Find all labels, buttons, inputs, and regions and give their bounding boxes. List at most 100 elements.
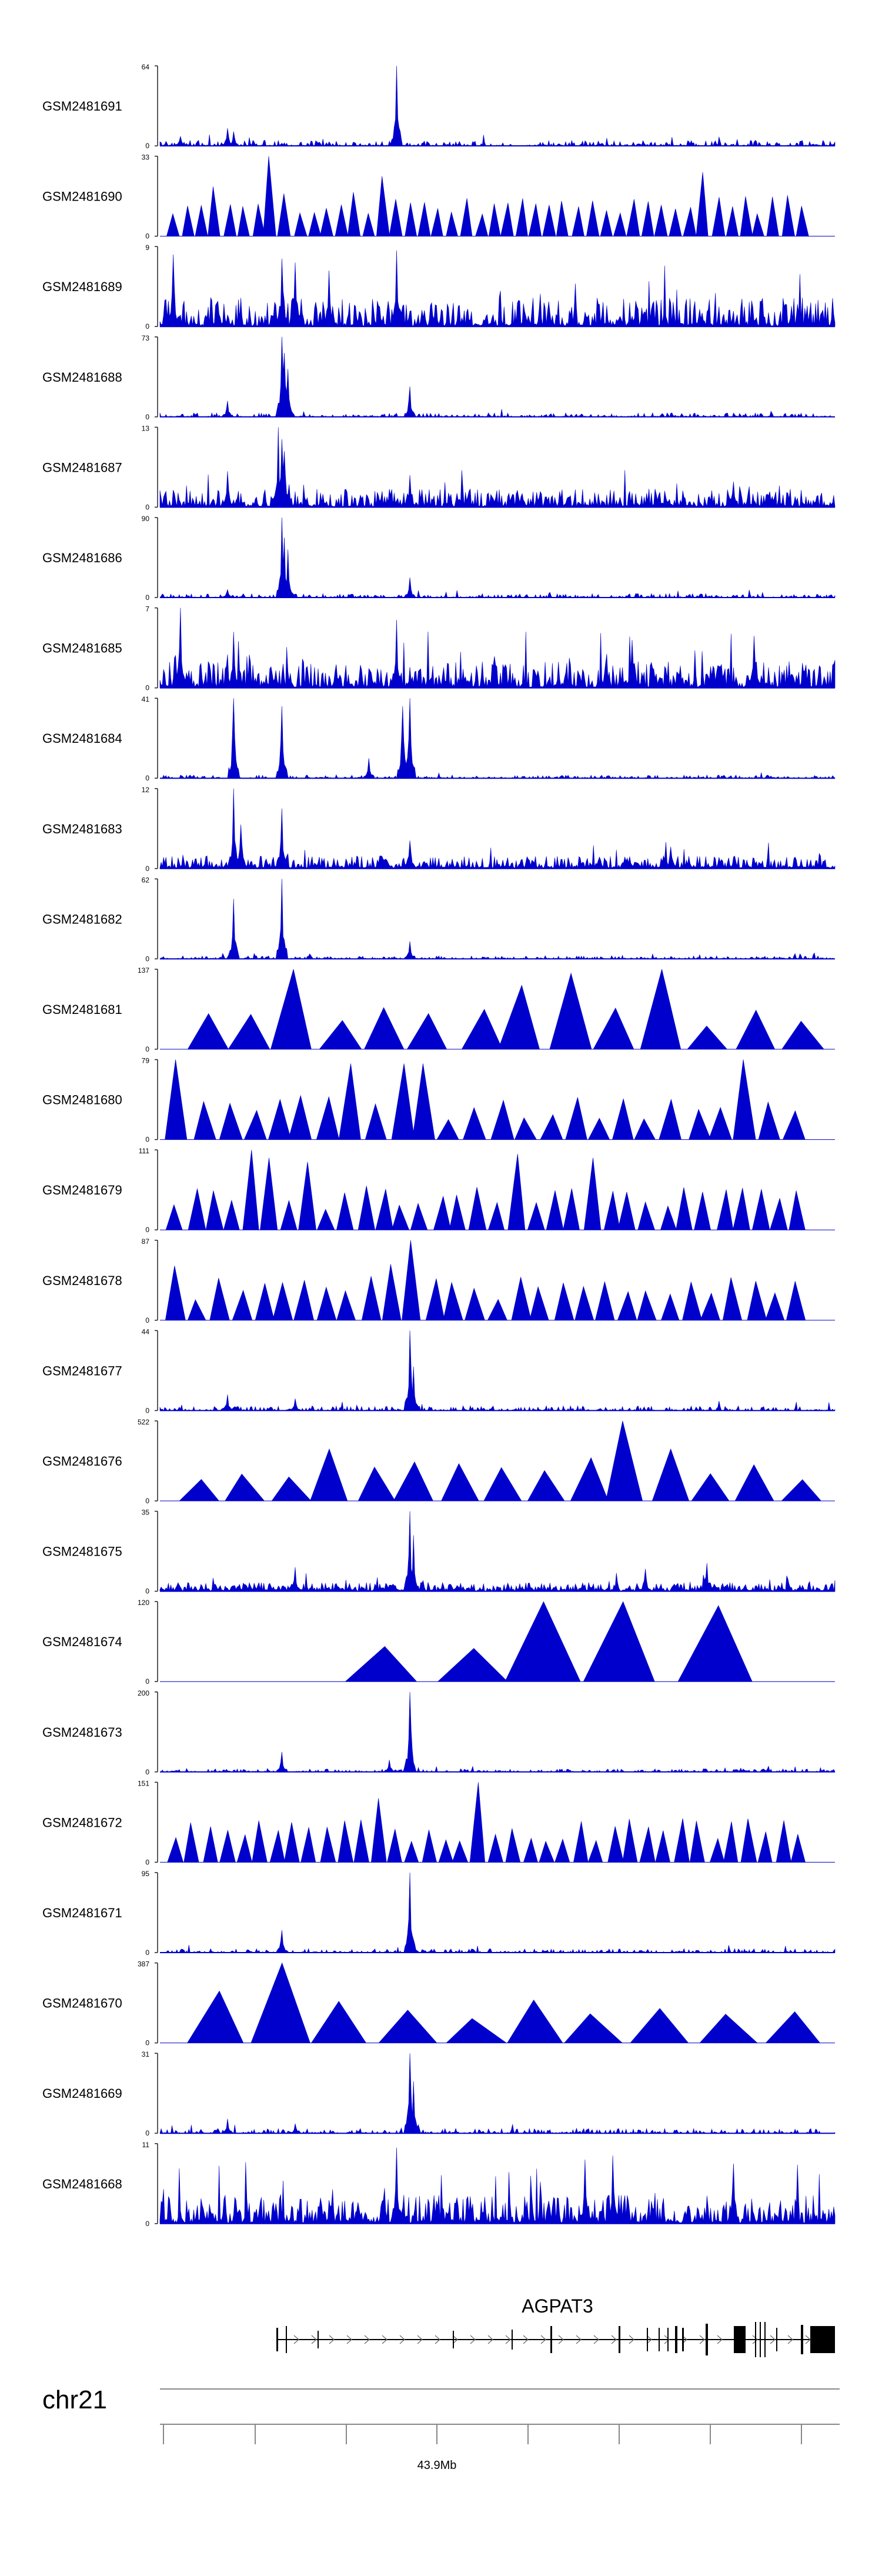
track-ymax-label: 12 [142,786,150,794]
track-GSM2481680: GSM2481680 79 0 [42,1057,835,1144]
gene-exon [801,2325,803,2354]
track-ymax-label: 137 [138,966,149,975]
track-GSM2481682: GSM2481682 62 0 [42,876,835,963]
strand-arrow [664,2335,670,2344]
strand-arrow [293,2335,299,2344]
track-zero-label: 0 [145,1497,149,1505]
signal-area [159,1330,836,1412]
track-ymax-label: 44 [142,1327,150,1336]
track-ymax-label: 111 [139,1147,150,1155]
track-zero-label: 0 [145,955,149,963]
track-ymax-label: 41 [142,695,150,703]
track-zero-label: 0 [145,1858,149,1866]
signal-area [165,1150,806,1230]
gene-exon [776,2328,777,2351]
track-GSM2481673: GSM2481673 200 0 [42,1689,836,1776]
signal-area [159,65,836,147]
strand-arrow [487,2335,493,2344]
track-ymax-label: 13 [142,424,150,432]
track-label: GSM2481678 [42,1273,122,1288]
strand-arrow [435,2335,440,2344]
track-label: GSM2481681 [42,1002,122,1017]
track-label: GSM2481675 [42,1544,122,1559]
track-zero-label: 0 [145,684,149,692]
gene-exon [764,2322,766,2357]
track-ymax-label: 62 [142,876,150,884]
gene-exon [619,2326,620,2353]
strand-arrow [646,2335,652,2344]
signal-area [159,1511,836,1592]
track-zero-label: 0 [145,1948,149,1957]
track-label: GSM2481687 [42,460,122,475]
strand-arrow [523,2335,529,2344]
track-ymax-label: 33 [142,154,150,162]
track-zero-label: 0 [145,593,149,602]
track-zero-label: 0 [145,1768,149,1776]
signal-area [159,250,836,327]
track-ymax-label: 31 [142,2050,150,2058]
strand-arrow [752,2335,758,2344]
strand-arrow [311,2335,317,2344]
track-GSM2481685: GSM2481685 7 0 [42,605,836,692]
track-GSM2481679: GSM2481679 111 0 [42,1147,835,1234]
gene-track: AGPAT3 [276,2295,835,2357]
gene-exon [318,2331,319,2348]
track-zero-label: 0 [145,2129,149,2137]
track-zero-label: 0 [145,142,149,150]
track-GSM2481683: GSM2481683 12 0 [42,786,836,873]
track-GSM2481688: GSM2481688 73 0 [42,334,835,421]
track-zero-label: 0 [145,232,149,241]
track-label: GSM2481672 [42,1815,122,1830]
track-zero-label: 0 [145,1136,149,1144]
track-label: GSM2481683 [42,822,122,836]
signal-area [160,1872,836,1953]
track-ymax-label: 11 [142,2141,150,2149]
track-ymax-label: 90 [142,515,150,523]
gene-exon [659,2328,660,2351]
strand-arrow [699,2335,705,2344]
track-label: GSM2481686 [42,550,122,565]
track-zero-label: 0 [145,774,149,782]
track-label: GSM2481670 [42,1996,122,2011]
gene-exon [647,2328,648,2351]
track-zero-label: 0 [145,1677,149,1686]
strand-arrow [505,2335,511,2344]
track-GSM2481670: GSM2481670 387 0 [42,1960,835,2047]
track-ymax-label: 522 [138,1418,149,1426]
track-GSM2481691: GSM2481691 64 0 [42,63,836,150]
signal-area [179,1420,822,1501]
track-GSM2481671: GSM2481671 95 0 [42,1870,836,1957]
strand-arrow [364,2335,370,2344]
track-label: GSM2481685 [42,641,122,656]
track-GSM2481689: GSM2481689 9 0 [42,243,836,331]
signal-area [159,879,835,960]
signal-area [166,156,809,236]
strand-arrow [770,2335,776,2344]
strand-arrow [346,2335,352,2344]
strand-arrow [611,2335,617,2344]
gene-label: AGPAT3 [522,2295,593,2317]
track-zero-label: 0 [145,503,149,511]
track-label: GSM2481682 [42,912,122,926]
signal-area [186,1962,821,2043]
track-GSM2481677: GSM2481677 44 0 [42,1327,836,1414]
gene-exon [682,2328,684,2351]
track-zero-label: 0 [145,1587,149,1596]
strand-arrow [329,2335,335,2344]
signal-area [160,1691,836,1773]
track-label: GSM2481684 [42,731,122,746]
track-label: GSM2481677 [42,1363,122,1378]
signal-area [345,1601,753,1682]
track-zero-label: 0 [145,1406,149,1414]
track-label: GSM2481691 [42,99,122,114]
gene-exon [512,2330,513,2350]
gene-exon [276,2328,278,2351]
gene-exon [755,2322,756,2357]
track-ymax-label: 9 [145,243,149,252]
track-GSM2481668: GSM2481668 11 0 [42,2141,836,2228]
gene-exon [810,2326,835,2353]
gene-exon [453,2331,454,2348]
track-label: GSM2481674 [42,1634,122,1649]
strand-arrow [470,2335,476,2344]
